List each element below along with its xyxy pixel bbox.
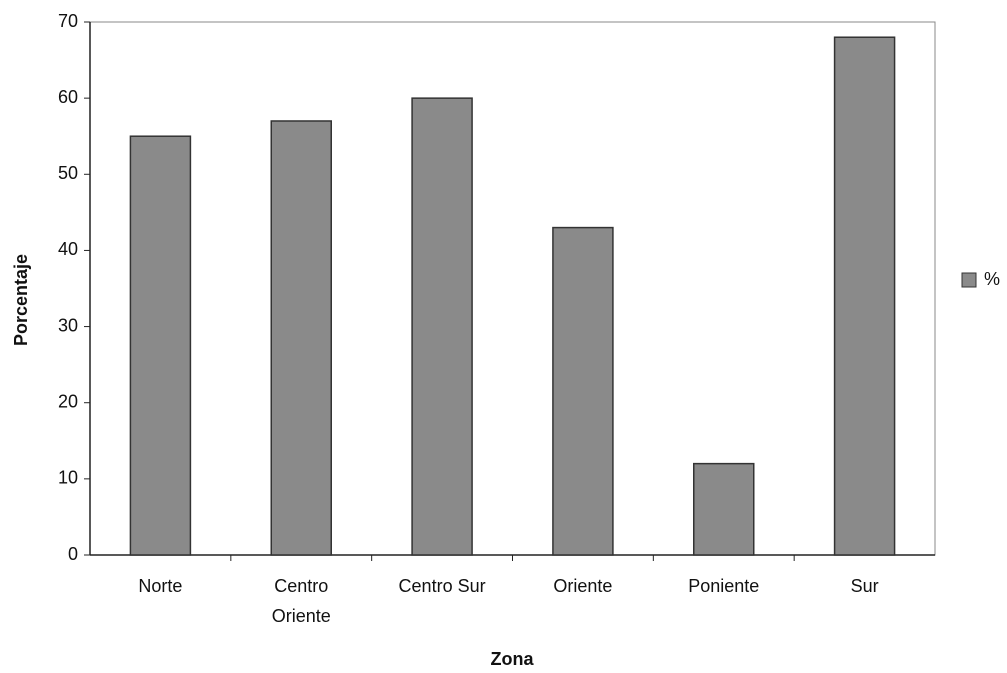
plot-area: [89, 21, 936, 556]
x-tick-label: Poniente: [688, 576, 760, 596]
y-tick-label: 30: [58, 315, 78, 335]
y-tick-label: 10: [58, 468, 78, 488]
x-tick-label: Centro Oriente: [271, 576, 331, 626]
y-tick-label: 40: [58, 239, 78, 259]
bar: [270, 120, 332, 556]
bar: [411, 97, 473, 556]
y-axis-label: Porcentaje: [11, 254, 31, 346]
y-tick-label: 70: [58, 11, 78, 31]
legend-swatch: [961, 272, 977, 288]
bar: [833, 36, 896, 556]
x-tick-label: Norte: [138, 576, 183, 596]
legend-label: %: [984, 269, 1000, 289]
bar: [129, 135, 192, 556]
bar: [552, 226, 614, 556]
x-tick-label: Centro Sur: [398, 576, 486, 596]
x-tick-label: Oriente: [553, 576, 613, 596]
y-tick-label: 60: [58, 87, 78, 107]
y-tick-label: 50: [58, 163, 78, 183]
bar: [693, 462, 755, 556]
y-tick-label: 20: [58, 391, 78, 411]
y-tick-label: 0: [68, 544, 78, 564]
x-axis-label: Zona: [491, 649, 535, 669]
x-tick-label: Sur: [850, 576, 879, 596]
